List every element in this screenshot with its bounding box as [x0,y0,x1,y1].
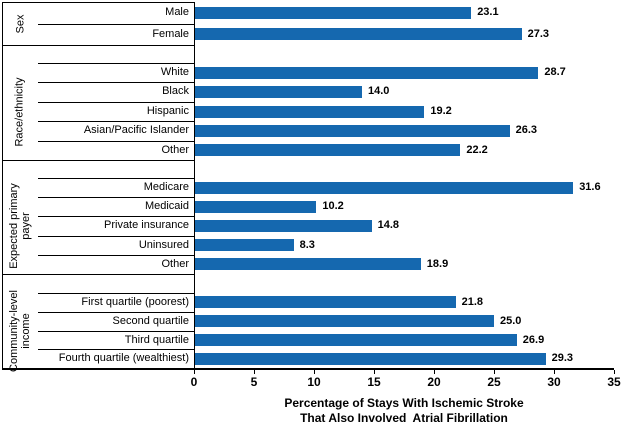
group-label-cell: Expected primary payer [2,178,38,274]
bar-value-label: 18.9 [426,257,449,270]
tick-mark [374,370,375,374]
tick-mark [194,370,195,374]
tick-label: 0 [190,375,198,389]
tick-mark [494,370,495,374]
tick-label: 35 [607,375,621,389]
row-separator [38,235,194,237]
row-separator [38,140,194,142]
bar-value-label: 31.6 [579,181,601,193]
bar [194,66,539,79]
group-boundary-line [2,160,194,161]
bar [194,315,494,328]
group-label: Expected primary payer [8,183,32,269]
category-label: Other [161,143,189,156]
tick-label: 5 [250,375,258,389]
group-label-cell: Community-level income [2,290,38,372]
category-label: Third quartile [124,333,189,346]
category-label: Female [152,27,189,40]
tick-mark [614,370,615,374]
bar-value-label: 29.3 [551,352,574,365]
category-label: Male [165,6,189,18]
row-separator [38,216,194,218]
category-label: Medicaid [144,200,189,213]
bar [194,220,372,232]
tick-label: 30 [547,375,561,389]
row-separator [38,82,194,84]
bar [194,239,294,252]
tick-mark [314,370,315,374]
group-label: Sex [14,14,26,33]
category-label: First quartile (poorest) [81,296,189,308]
category-label: Hispanic [146,104,189,117]
bar-value-label: 25.0 [500,314,522,327]
row-separator [38,349,194,351]
bar-value-label: 19.2 [430,104,452,117]
bar-value-label: 14.0 [368,85,390,98]
tick-mark [254,370,255,374]
bar [194,296,456,309]
bar [194,124,510,137]
category-label: Second quartile [112,314,189,327]
group-label: Race/ethnicity [14,76,26,147]
category-label: White [160,66,189,78]
tick-label: 25 [487,375,501,389]
bar [194,144,461,157]
row-separator [38,311,194,313]
bar [194,200,317,213]
category-label: Uninsured [138,238,189,251]
group-label-cell: Race/ethnicity [2,63,38,160]
x-axis-title: Percentage of Stays With Ischemic Stroke… [284,396,524,425]
row-separator [38,197,194,199]
bar [194,333,517,346]
category-label: Black [162,85,189,98]
bar-value-label: 27.3 [527,27,550,40]
tick-label: 10 [307,375,321,389]
bar [194,181,574,194]
category-axis-line [194,2,195,374]
bar-value-label: 21.8 [461,296,484,308]
row-separator [38,23,194,25]
bar [194,86,362,99]
row-separator [38,254,194,256]
category-label: Asian/Pacific Islander [83,124,189,137]
bar [194,6,472,19]
bar-value-label: 23.1 [477,6,499,18]
bar [194,105,425,118]
bar [194,28,522,41]
group-label: Community-level income [8,289,33,372]
category-label: Fourth quartile (wealthiest) [58,352,189,365]
bar-value-label: 26.3 [515,124,538,137]
category-label: Medicare [143,181,189,193]
label-area-left-border [2,2,3,368]
label-area-top-border [2,2,194,3]
bar-value-label: 14.8 [377,219,400,232]
row-separator [38,101,194,103]
tick-label: 20 [427,375,441,389]
bar-value-label: 22.2 [466,143,488,156]
tick-mark [434,370,435,374]
row-separator [38,330,194,332]
group-label-cell: Sex [2,2,38,45]
bar [194,352,546,365]
group-boundary-line [2,45,194,46]
tick-label: 15 [367,375,381,389]
bar [194,258,421,271]
x-axis-line [2,368,614,370]
row-separator [38,293,194,294]
group-boundary-line [2,274,194,275]
bar-value-label: 8.3 [299,238,315,251]
row-separator [38,178,194,179]
bar-value-label: 28.7 [544,66,566,78]
bar-value-label: 26.9 [522,333,545,346]
row-separator [38,121,194,123]
row-separator [38,63,194,64]
tick-mark [554,370,555,374]
bar-value-label: 10.2 [322,200,344,213]
category-label: Private insurance [104,219,189,232]
category-label: Other [161,257,189,270]
